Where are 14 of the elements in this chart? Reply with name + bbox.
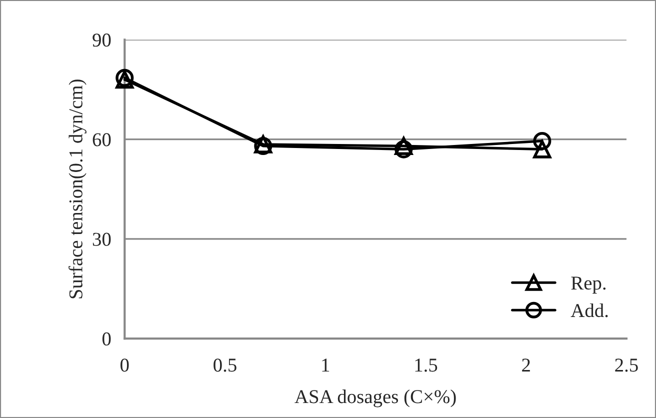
x-tick-label: 2.5 [615,358,638,372]
x-tick-label: 0 [120,358,129,372]
x-tick-label: 2 [522,358,530,372]
legend-label: Rep. [571,276,606,294]
y-tick-label: 30 [92,232,111,246]
legend-label: Add. [570,303,608,318]
x-tick-label: 1.5 [415,358,438,372]
y-tick-label: 0 [102,332,111,346]
x-tick-label: 0.5 [214,358,236,372]
x-tick-label: 1 [322,358,330,372]
y-tick-label: 90 [92,34,111,47]
x-axis-title: ASA dosages (C×%) [294,390,456,408]
y-tick-label: 60 [92,133,111,146]
y-axis-title: Surface tension(0.1 dyn/cm) [68,80,86,298]
